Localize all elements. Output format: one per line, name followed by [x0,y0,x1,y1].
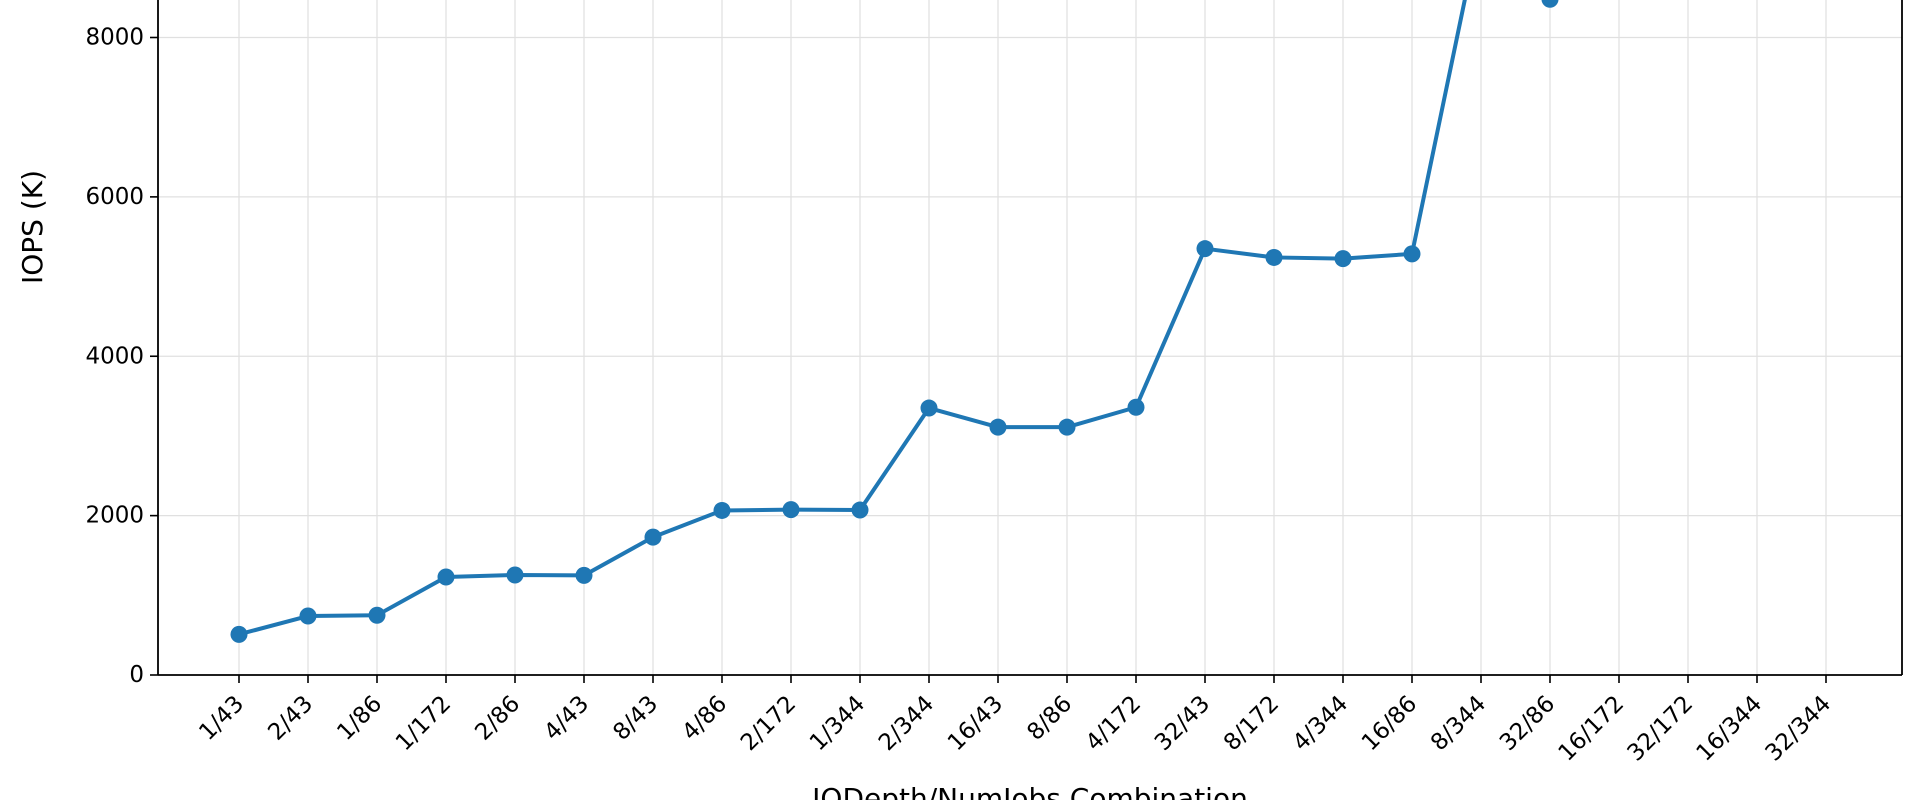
data-point [920,399,938,417]
x-tick-label: 1/172 [391,691,456,756]
x-tick-label: 8/344 [1426,691,1491,756]
data-point [230,625,248,643]
x-axis-title: IODepth/NumJobs Combination [812,782,1248,800]
data-point [506,566,524,584]
data-point [713,501,731,519]
y-axis-title: IOPS (K) [16,170,49,284]
y-tick-label: 4000 [85,343,144,369]
data-point [1196,240,1214,258]
x-tick-label: 16/172 [1554,691,1630,767]
x-tick-label: 8/86 [1022,691,1077,746]
x-tick-labels: 1/43 2/43 1/86 1/172 2/86 4/43 8/43 4/86 2/172 1/… [194,691,1836,767]
y-tick-label: 6000 [85,184,144,210]
data-point [1403,245,1421,263]
x-tick-label: 4/344 [1288,691,1353,756]
x-tick-label: 2/86 [470,691,525,746]
x-tick-label: 8/43 [608,691,663,746]
x-tick-label: 32/43 [1150,691,1215,756]
x-tick-label: 2/344 [874,691,939,756]
data-point [299,607,317,625]
data-point [1265,248,1283,266]
x-tick-label: 4/172 [1081,691,1146,756]
y-tick-label: 8000 [85,25,144,51]
series-line [238,0,1550,637]
x-tick-label: 1/344 [805,691,870,756]
x-tick-label: 4/43 [539,691,594,746]
y-tick-labels: 0 2000 4000 6000 8000 [85,25,144,689]
data-point [1541,0,1559,8]
x-tick-label: 32/172 [1623,691,1699,767]
x-tick-label: 4/86 [677,691,732,746]
x-tick-label: 32/86 [1495,691,1560,756]
x-tick-label: 2/43 [263,691,318,746]
data-point [368,606,386,624]
data-point [782,501,800,519]
x-tick-label: 2/172 [736,691,801,756]
x-tick-label: 32/344 [1761,691,1837,767]
x-tick-label: 8/172 [1219,691,1284,756]
data-point [1334,250,1352,268]
x-tick-label: 16/43 [943,691,1008,756]
data-point [644,528,662,546]
series-layer [230,0,1559,643]
x-gridlines [238,0,1827,675]
data-point [1058,418,1076,436]
x-tick-label: 16/344 [1692,691,1768,767]
axes [150,0,1903,683]
data-point [437,568,455,586]
data-point [575,566,593,584]
data-point [989,418,1007,436]
data-point [851,501,869,519]
y-tick-label: 0 [129,662,144,688]
y-tick-label: 2000 [85,503,144,529]
x-tick-label: 16/86 [1357,691,1422,756]
x-tick-label: 1/43 [194,691,249,746]
y-gridlines [158,36,1902,676]
x-tick-label: 1/86 [332,691,387,746]
data-point [1127,398,1145,416]
